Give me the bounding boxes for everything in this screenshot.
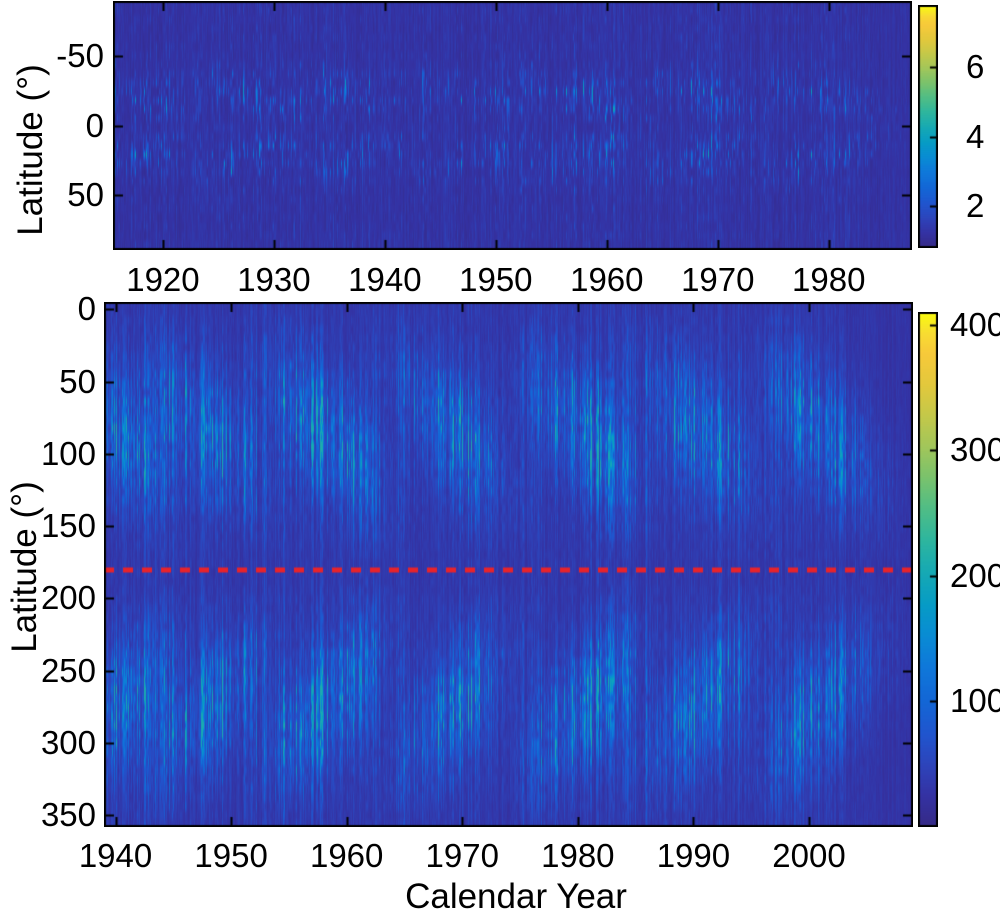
top-heatmap-canvas <box>113 1 912 250</box>
top-x-tick-label: 1920 <box>126 261 200 298</box>
top-x-tick-label: 1930 <box>237 261 311 298</box>
bottom-x-tick-label: 1990 <box>656 837 731 874</box>
bottom-x-axis-label: Calendar Year <box>405 877 627 912</box>
bottom-colorbar <box>918 312 938 827</box>
bottom-y-tick-label: 350 <box>40 796 96 834</box>
bottom-x-tick-label: 2000 <box>772 837 846 874</box>
top-colorbar-tick-label: 6 <box>966 48 985 86</box>
bottom-colorbar-tick-label: 100 <box>950 682 1000 720</box>
bottom-x-tick-label: 1980 <box>541 837 615 874</box>
bottom-colorbar-tick-label: 200 <box>950 556 1000 594</box>
bottom-x-tick-label: 1970 <box>425 837 499 874</box>
top-colorbar-tick-label: 4 <box>966 117 985 155</box>
top-colorbar-tick-label: 2 <box>966 187 985 225</box>
bottom-y-tick-label: 250 <box>40 651 96 689</box>
top-x-tick-label: 1970 <box>681 261 755 298</box>
top-x-tick-label: 1940 <box>348 261 422 298</box>
bottom-colorbar-tick-label: 400 <box>950 305 1000 343</box>
bottom-x-tick-label: 1950 <box>194 837 268 874</box>
bottom-heatmap-canvas <box>104 302 913 827</box>
bottom-y-tick-label: 0 <box>77 290 96 328</box>
bottom-y-tick-label: 200 <box>40 579 96 617</box>
bottom-colorbar-tick-label: 300 <box>950 431 1000 469</box>
bottom-y-tick-label: 300 <box>40 724 96 762</box>
top-x-tick-label: 1950 <box>459 261 533 298</box>
bottom-x-tick-label: 1940 <box>78 837 153 874</box>
bottom-x-tick-label: 1960 <box>309 837 384 874</box>
top-y-tick-label: -50 <box>56 37 104 75</box>
top-x-tick-label: 1960 <box>570 261 644 298</box>
bottom-y-tick-label: 50 <box>59 362 96 400</box>
top-y-tick-label: 0 <box>85 106 104 144</box>
bottom-y-tick-label: 150 <box>40 507 96 545</box>
top-y-tick-label: 50 <box>67 175 104 213</box>
top-colorbar <box>918 5 938 248</box>
bottom-y-tick-label: 100 <box>40 434 96 472</box>
top-x-tick-label: 1980 <box>792 261 866 298</box>
